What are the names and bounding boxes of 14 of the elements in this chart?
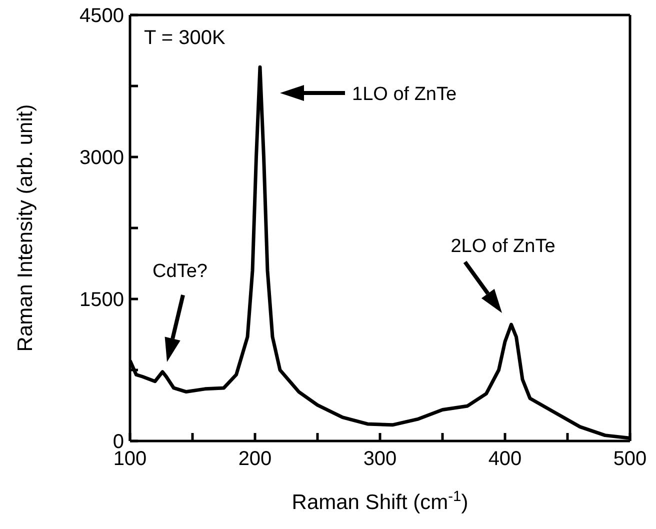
y-tick-label: 3000 (80, 147, 124, 169)
y-tick-label: 4500 (80, 5, 124, 27)
annotation: T = 300K (144, 27, 226, 49)
x-axis-title: Raman Shift (cm$^{-1}$) (292, 489, 468, 514)
y-axis-title: Raman Intensity (arb. unit) (14, 104, 37, 352)
annotation: CdTe? (152, 261, 208, 282)
x-tick-label: 100 (113, 448, 147, 470)
annotation: 1LO of ZnTe (352, 84, 457, 105)
x-tick-label: 200 (238, 448, 272, 470)
annotation: 2LO of ZnTe (450, 236, 556, 257)
x-tick-label: 400 (488, 448, 522, 470)
x-tick-label: 500 (613, 448, 647, 470)
x-tick-label: 300 (363, 448, 397, 470)
y-tick-label: 1500 (80, 289, 124, 311)
